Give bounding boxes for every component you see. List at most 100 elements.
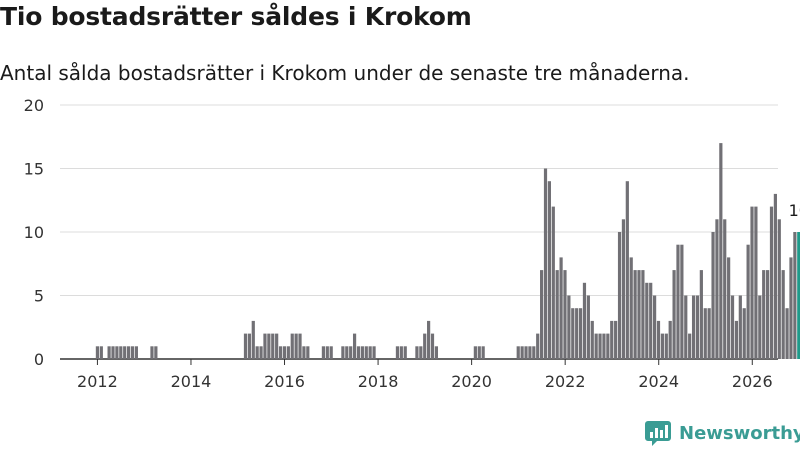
- bar[interactable]: [637, 270, 641, 359]
- bar[interactable]: [582, 282, 587, 359]
- bar[interactable]: [707, 308, 711, 359]
- bar[interactable]: [477, 346, 481, 359]
- bar[interactable]: [703, 308, 707, 359]
- bar[interactable]: [532, 346, 536, 359]
- bar[interactable]: [575, 308, 579, 359]
- bar[interactable]: [352, 333, 357, 359]
- bar[interactable]: [629, 257, 633, 359]
- bar[interactable]: [130, 346, 135, 359]
- bar[interactable]: [403, 346, 407, 359]
- bar[interactable]: [551, 206, 555, 359]
- bar[interactable]: [684, 295, 688, 360]
- bar[interactable]: [590, 320, 594, 359]
- bar[interactable]: [765, 270, 770, 359]
- bar[interactable]: [727, 257, 731, 359]
- bar[interactable]: [789, 257, 793, 359]
- brand-logo[interactable]: Newsworthy: [645, 418, 800, 448]
- bar[interactable]: [282, 346, 287, 359]
- bar[interactable]: [255, 346, 259, 359]
- bar[interactable]: [617, 232, 622, 359]
- bar[interactable]: [793, 232, 797, 359]
- bar[interactable]: [606, 333, 610, 359]
- bar[interactable]: [769, 206, 774, 359]
- bar[interactable]: [543, 168, 548, 360]
- bar[interactable]: [368, 346, 372, 359]
- bar[interactable]: [119, 346, 123, 359]
- bar[interactable]: [586, 295, 590, 360]
- bar[interactable]: [754, 206, 758, 359]
- bar[interactable]: [516, 346, 520, 359]
- bar[interactable]: [275, 333, 279, 359]
- bar[interactable]: [559, 257, 563, 359]
- bar[interactable]: [578, 308, 583, 359]
- bar[interactable]: [399, 346, 403, 359]
- bar[interactable]: [345, 346, 349, 359]
- bar[interactable]: [95, 346, 100, 359]
- bar[interactable]: [688, 333, 692, 359]
- bar[interactable]: [473, 346, 477, 359]
- bar[interactable]: [699, 270, 703, 359]
- bar[interactable]: [271, 333, 275, 359]
- bar[interactable]: [676, 244, 680, 359]
- bar[interactable]: [649, 282, 653, 359]
- bar[interactable]: [123, 346, 127, 359]
- bar[interactable]: [415, 346, 419, 359]
- bar[interactable]: [555, 270, 559, 359]
- bar[interactable]: [423, 333, 427, 359]
- bar[interactable]: [653, 295, 657, 360]
- bar[interactable]: [540, 270, 544, 359]
- bar[interactable]: [571, 308, 575, 359]
- bar[interactable]: [594, 333, 598, 359]
- bar[interactable]: [430, 333, 435, 359]
- bar[interactable]: [247, 333, 251, 359]
- bar[interactable]: [645, 282, 649, 359]
- bar[interactable]: [777, 219, 781, 359]
- bar[interactable]: [325, 346, 329, 359]
- bar[interactable]: [742, 308, 746, 359]
- bar[interactable]: [302, 346, 306, 359]
- bar[interactable]: [656, 320, 661, 359]
- bar[interactable]: [298, 333, 302, 359]
- bar[interactable]: [267, 333, 271, 359]
- bar[interactable]: [259, 346, 263, 359]
- bar[interactable]: [154, 346, 158, 359]
- bar[interactable]: [115, 346, 119, 359]
- bar[interactable]: [695, 295, 700, 360]
- bar[interactable]: [730, 295, 735, 360]
- bar[interactable]: [746, 244, 750, 359]
- bar[interactable]: [781, 270, 785, 359]
- bar[interactable]: [528, 346, 532, 359]
- bar[interactable]: [734, 320, 739, 359]
- bar[interactable]: [750, 206, 754, 359]
- bar[interactable]: [785, 308, 789, 359]
- bar[interactable]: [520, 346, 524, 359]
- bar[interactable]: [758, 295, 762, 360]
- bar[interactable]: [567, 295, 571, 360]
- bar[interactable]: [625, 181, 629, 359]
- bar[interactable]: [99, 346, 103, 359]
- bar[interactable]: [434, 346, 439, 359]
- bar[interactable]: [243, 333, 248, 359]
- bar[interactable]: [711, 232, 715, 359]
- bar[interactable]: [107, 346, 111, 359]
- bar[interactable]: [278, 346, 283, 359]
- bar[interactable]: [481, 346, 485, 359]
- bar[interactable]: [372, 346, 376, 359]
- bar[interactable]: [126, 346, 131, 359]
- bar[interactable]: [723, 219, 727, 359]
- bar[interactable]: [349, 346, 353, 359]
- bar[interactable]: [306, 346, 310, 359]
- bar[interactable]: [524, 346, 528, 359]
- bar[interactable]: [329, 346, 333, 359]
- bar[interactable]: [321, 346, 326, 359]
- bar[interactable]: [621, 219, 626, 359]
- bar[interactable]: [633, 270, 637, 359]
- bar[interactable]: [602, 333, 606, 359]
- bar[interactable]: [598, 333, 602, 359]
- bar[interactable]: [364, 346, 368, 359]
- bar[interactable]: [668, 320, 672, 359]
- bar[interactable]: [419, 346, 423, 359]
- bar[interactable]: [536, 333, 540, 359]
- bar[interactable]: [134, 346, 138, 359]
- bar[interactable]: [672, 270, 676, 359]
